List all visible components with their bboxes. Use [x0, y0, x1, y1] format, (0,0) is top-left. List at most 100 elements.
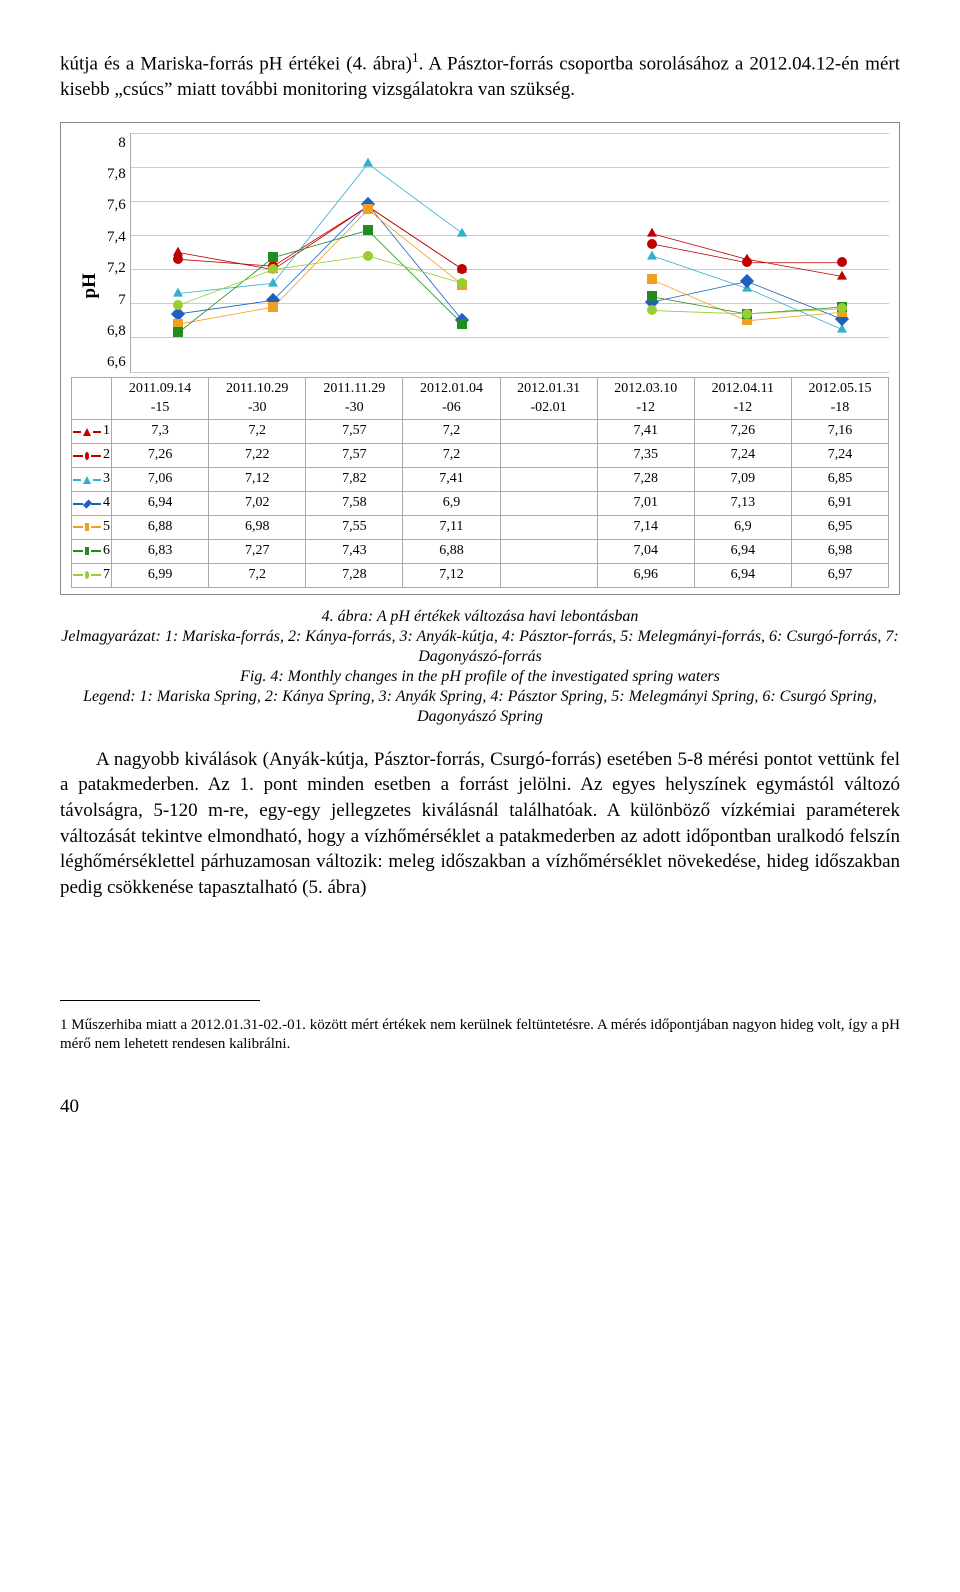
caption-line-4: Legend: 1: Mariska Spring, 2: Kánya Spri…: [83, 688, 877, 725]
data-cell: [500, 444, 597, 468]
data-cell: 7,13: [694, 492, 791, 516]
column-header: 2012.03.10-12: [597, 377, 694, 420]
data-marker: [268, 252, 278, 262]
data-cell: 7,27: [209, 539, 306, 563]
data-cell: 7,04: [597, 539, 694, 563]
column-header: 2012.01.04-06: [403, 377, 500, 420]
caption-line-2: Jelmagyarázat: 1: Mariska-forrás, 2: Kán…: [61, 628, 898, 665]
data-marker: [837, 303, 847, 313]
data-cell: 6,95: [791, 515, 888, 539]
data-cell: 6,88: [112, 515, 209, 539]
caption-line-3: Fig. 4: Monthly changes in the pH profil…: [240, 668, 720, 685]
data-marker: [457, 228, 467, 237]
table-row: 27,267,227,577,27,357,247,24: [72, 444, 889, 468]
data-marker: [837, 271, 847, 280]
column-header: 2012.01.31-02.01: [500, 377, 597, 420]
data-cell: [500, 492, 597, 516]
data-cell: 7,3: [112, 420, 209, 444]
data-cell: 7,22: [209, 444, 306, 468]
data-cell: 6,97: [791, 563, 888, 587]
data-marker: [647, 239, 657, 249]
y-tick-label: 7,2: [107, 258, 126, 278]
table-corner: [72, 377, 112, 420]
data-cell: [500, 539, 597, 563]
data-cell: 7,16: [791, 420, 888, 444]
data-marker: [363, 158, 373, 167]
footnote-rule: [60, 1000, 260, 1001]
body-paragraph-text: A nagyobb kiválások (Anyák-kútja, Pászto…: [60, 749, 900, 898]
data-marker: [647, 274, 657, 284]
table-row: 37,067,127,827,417,287,096,85: [72, 468, 889, 492]
footnote-ref: 1: [412, 50, 419, 65]
data-cell: 7,12: [209, 468, 306, 492]
data-marker: [268, 302, 278, 312]
data-cell: 7,2: [209, 420, 306, 444]
data-marker: [363, 204, 373, 214]
y-tick-label: 6,8: [107, 321, 126, 341]
data-cell: 6,88: [403, 539, 500, 563]
y-tick-label: 7,4: [107, 227, 126, 247]
data-marker: [742, 257, 752, 267]
data-marker: [647, 250, 657, 259]
data-cell: 7,28: [597, 468, 694, 492]
table-row: 46,947,027,586,97,017,136,91: [72, 492, 889, 516]
y-axis-ticks: 87,87,67,47,276,86,6: [107, 133, 130, 373]
y-tick-label: 7,6: [107, 195, 126, 215]
data-cell: 7,35: [597, 444, 694, 468]
data-cell: 7,11: [403, 515, 500, 539]
data-marker: [457, 319, 467, 329]
data-cell: 6,98: [791, 539, 888, 563]
data-marker: [457, 264, 467, 274]
data-marker: [363, 251, 373, 261]
column-header: 2011.09.14-15: [112, 377, 209, 420]
data-cell: 7,01: [597, 492, 694, 516]
data-marker: [363, 225, 373, 235]
data-cell: 7,58: [306, 492, 403, 516]
column-header: 2011.10.29-30: [209, 377, 306, 420]
data-cell: 6,91: [791, 492, 888, 516]
data-cell: 7,43: [306, 539, 403, 563]
data-marker: [173, 327, 183, 337]
data-cell: 7,57: [306, 444, 403, 468]
data-cell: [500, 468, 597, 492]
data-cell: 7,06: [112, 468, 209, 492]
y-tick-label: 8: [118, 133, 126, 153]
data-cell: 6,98: [209, 515, 306, 539]
series-legend-cell: 7: [72, 563, 112, 587]
data-cell: 6,94: [694, 539, 791, 563]
series-legend-cell: 4: [72, 492, 112, 516]
series-legend-cell: 5: [72, 515, 112, 539]
column-header: 2012.04.11-12: [694, 377, 791, 420]
data-cell: 6,94: [694, 563, 791, 587]
data-cell: 7,41: [597, 420, 694, 444]
figure-caption: 4. ábra: A pH értékek változása havi leb…: [60, 607, 900, 727]
data-cell: [500, 420, 597, 444]
data-marker: [173, 300, 183, 310]
data-marker: [173, 288, 183, 297]
data-cell: 7,26: [694, 420, 791, 444]
table-row: 56,886,987,557,117,146,96,95: [72, 515, 889, 539]
data-cell: 7,02: [209, 492, 306, 516]
data-cell: 7,28: [306, 563, 403, 587]
data-marker: [742, 309, 752, 319]
y-tick-label: 7: [118, 290, 126, 310]
data-cell: 7,55: [306, 515, 403, 539]
data-marker: [837, 257, 847, 267]
data-marker: [647, 291, 657, 301]
data-marker: [173, 254, 183, 264]
data-cell: 6,83: [112, 539, 209, 563]
data-marker: [268, 277, 278, 286]
column-header: 2012.05.15-18: [791, 377, 888, 420]
data-marker: [268, 264, 278, 274]
page-number: 40: [60, 1094, 900, 1120]
data-cell: 6,99: [112, 563, 209, 587]
data-cell: 6,96: [597, 563, 694, 587]
data-marker: [457, 278, 467, 288]
data-cell: [500, 563, 597, 587]
data-cell: 6,94: [112, 492, 209, 516]
y-tick-label: 6,6: [107, 352, 126, 372]
data-cell: 7,2: [403, 420, 500, 444]
data-cell: 7,24: [694, 444, 791, 468]
data-cell: 6,85: [791, 468, 888, 492]
data-cell: 7,2: [403, 444, 500, 468]
